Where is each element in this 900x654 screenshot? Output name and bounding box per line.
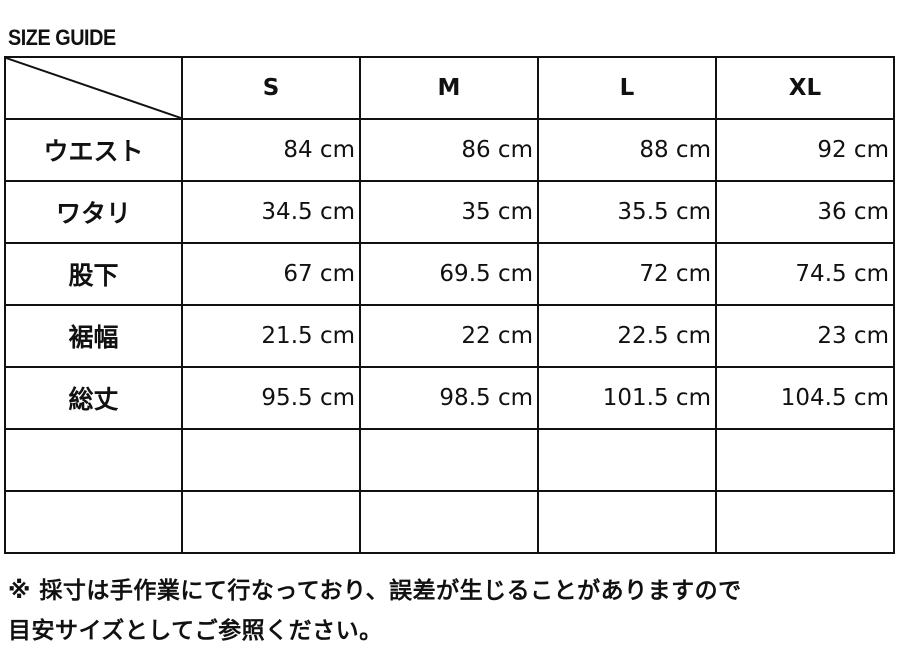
measurement-cell: 23 cm	[715, 304, 895, 368]
measurement-cell	[715, 490, 895, 554]
measurement-cell: 101.5 cm	[537, 366, 717, 430]
measurement-cell: 98.5 cm	[359, 366, 539, 430]
measurement-cell: 86 cm	[359, 118, 539, 182]
table-row	[4, 490, 895, 554]
measurement-cell: 22 cm	[359, 304, 539, 368]
table-row: ウエスト 84 cm 86 cm 88 cm 92 cm	[4, 118, 895, 182]
measurement-cell	[537, 490, 717, 554]
header-row: S M L XL	[4, 56, 895, 120]
row-label	[4, 490, 183, 554]
measurement-cell: 22.5 cm	[537, 304, 717, 368]
measurement-cell: 72 cm	[537, 242, 717, 306]
measurement-cell	[181, 428, 361, 492]
row-label	[4, 428, 183, 492]
row-label: 裾幅	[4, 304, 183, 368]
note-line-1: ※ 採寸は手作業にて行なっており、誤差が生じることがありますので	[8, 578, 742, 604]
measurement-cell: 36 cm	[715, 180, 895, 244]
size-table: S M L XL ウエスト 84 cm 86 cm 88 cm 92 cm ワタリ 34.5…	[4, 56, 895, 554]
row-label: 股下	[4, 242, 183, 306]
measurement-cell: 34.5 cm	[181, 180, 361, 244]
size-header: XL	[715, 56, 895, 120]
measurement-cell	[359, 490, 539, 554]
table-row: 総丈 95.5 cm 98.5 cm 101.5 cm 104.5 cm	[4, 366, 895, 430]
measurement-cell	[181, 490, 361, 554]
measurement-cell: 104.5 cm	[715, 366, 895, 430]
size-header: M	[359, 56, 539, 120]
measurement-cell: 84 cm	[181, 118, 361, 182]
page-title: SIZE GUIDE	[8, 25, 116, 50]
measurement-cell: 35 cm	[359, 180, 539, 244]
measurement-cell	[359, 428, 539, 492]
measurement-cell: 92 cm	[715, 118, 895, 182]
corner-cell	[4, 56, 183, 120]
row-label: ワタリ	[4, 180, 183, 244]
measurement-cell: 67 cm	[181, 242, 361, 306]
table-row: ワタリ 34.5 cm 35 cm 35.5 cm 36 cm	[4, 180, 895, 244]
row-label: ウエスト	[4, 118, 183, 182]
table-row: 裾幅 21.5 cm 22 cm 22.5 cm 23 cm	[4, 304, 895, 368]
measurement-cell: 35.5 cm	[537, 180, 717, 244]
note-line-2: 目安サイズとしてご参照ください。	[8, 618, 383, 644]
measurement-cell: 69.5 cm	[359, 242, 539, 306]
table-row: 股下 67 cm 69.5 cm 72 cm 74.5 cm	[4, 242, 895, 306]
table-row	[4, 428, 895, 492]
size-header: S	[181, 56, 361, 120]
row-label: 総丈	[4, 366, 183, 430]
measurement-cell: 88 cm	[537, 118, 717, 182]
measurement-cell: 95.5 cm	[181, 366, 361, 430]
measurement-cell	[715, 428, 895, 492]
measurement-cell: 74.5 cm	[715, 242, 895, 306]
size-header: L	[537, 56, 717, 120]
measurement-cell: 21.5 cm	[181, 304, 361, 368]
measurement-cell	[537, 428, 717, 492]
